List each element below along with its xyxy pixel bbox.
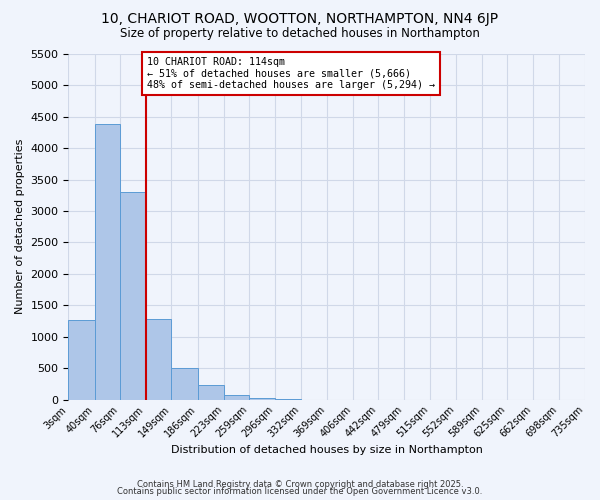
Text: Contains public sector information licensed under the Open Government Licence v3: Contains public sector information licen… [118, 487, 482, 496]
Y-axis label: Number of detached properties: Number of detached properties [15, 139, 25, 314]
Bar [95, 124, 120, 400]
X-axis label: Distribution of detached houses by size in Northampton: Distribution of detached houses by size … [171, 445, 482, 455]
Bar [249, 398, 275, 400]
Bar [197, 385, 224, 400]
Bar [68, 320, 95, 400]
Text: 10, CHARIOT ROAD, WOOTTON, NORTHAMPTON, NN4 6JP: 10, CHARIOT ROAD, WOOTTON, NORTHAMPTON, … [101, 12, 499, 26]
Text: Contains HM Land Registry data © Crown copyright and database right 2025.: Contains HM Land Registry data © Crown c… [137, 480, 463, 489]
Text: Size of property relative to detached houses in Northampton: Size of property relative to detached ho… [120, 28, 480, 40]
Bar [120, 192, 146, 400]
Text: 10 CHARIOT ROAD: 114sqm
← 51% of detached houses are smaller (5,666)
48% of semi: 10 CHARIOT ROAD: 114sqm ← 51% of detache… [148, 57, 436, 90]
Bar [224, 394, 249, 400]
Bar [172, 368, 197, 400]
Bar [146, 319, 172, 400]
